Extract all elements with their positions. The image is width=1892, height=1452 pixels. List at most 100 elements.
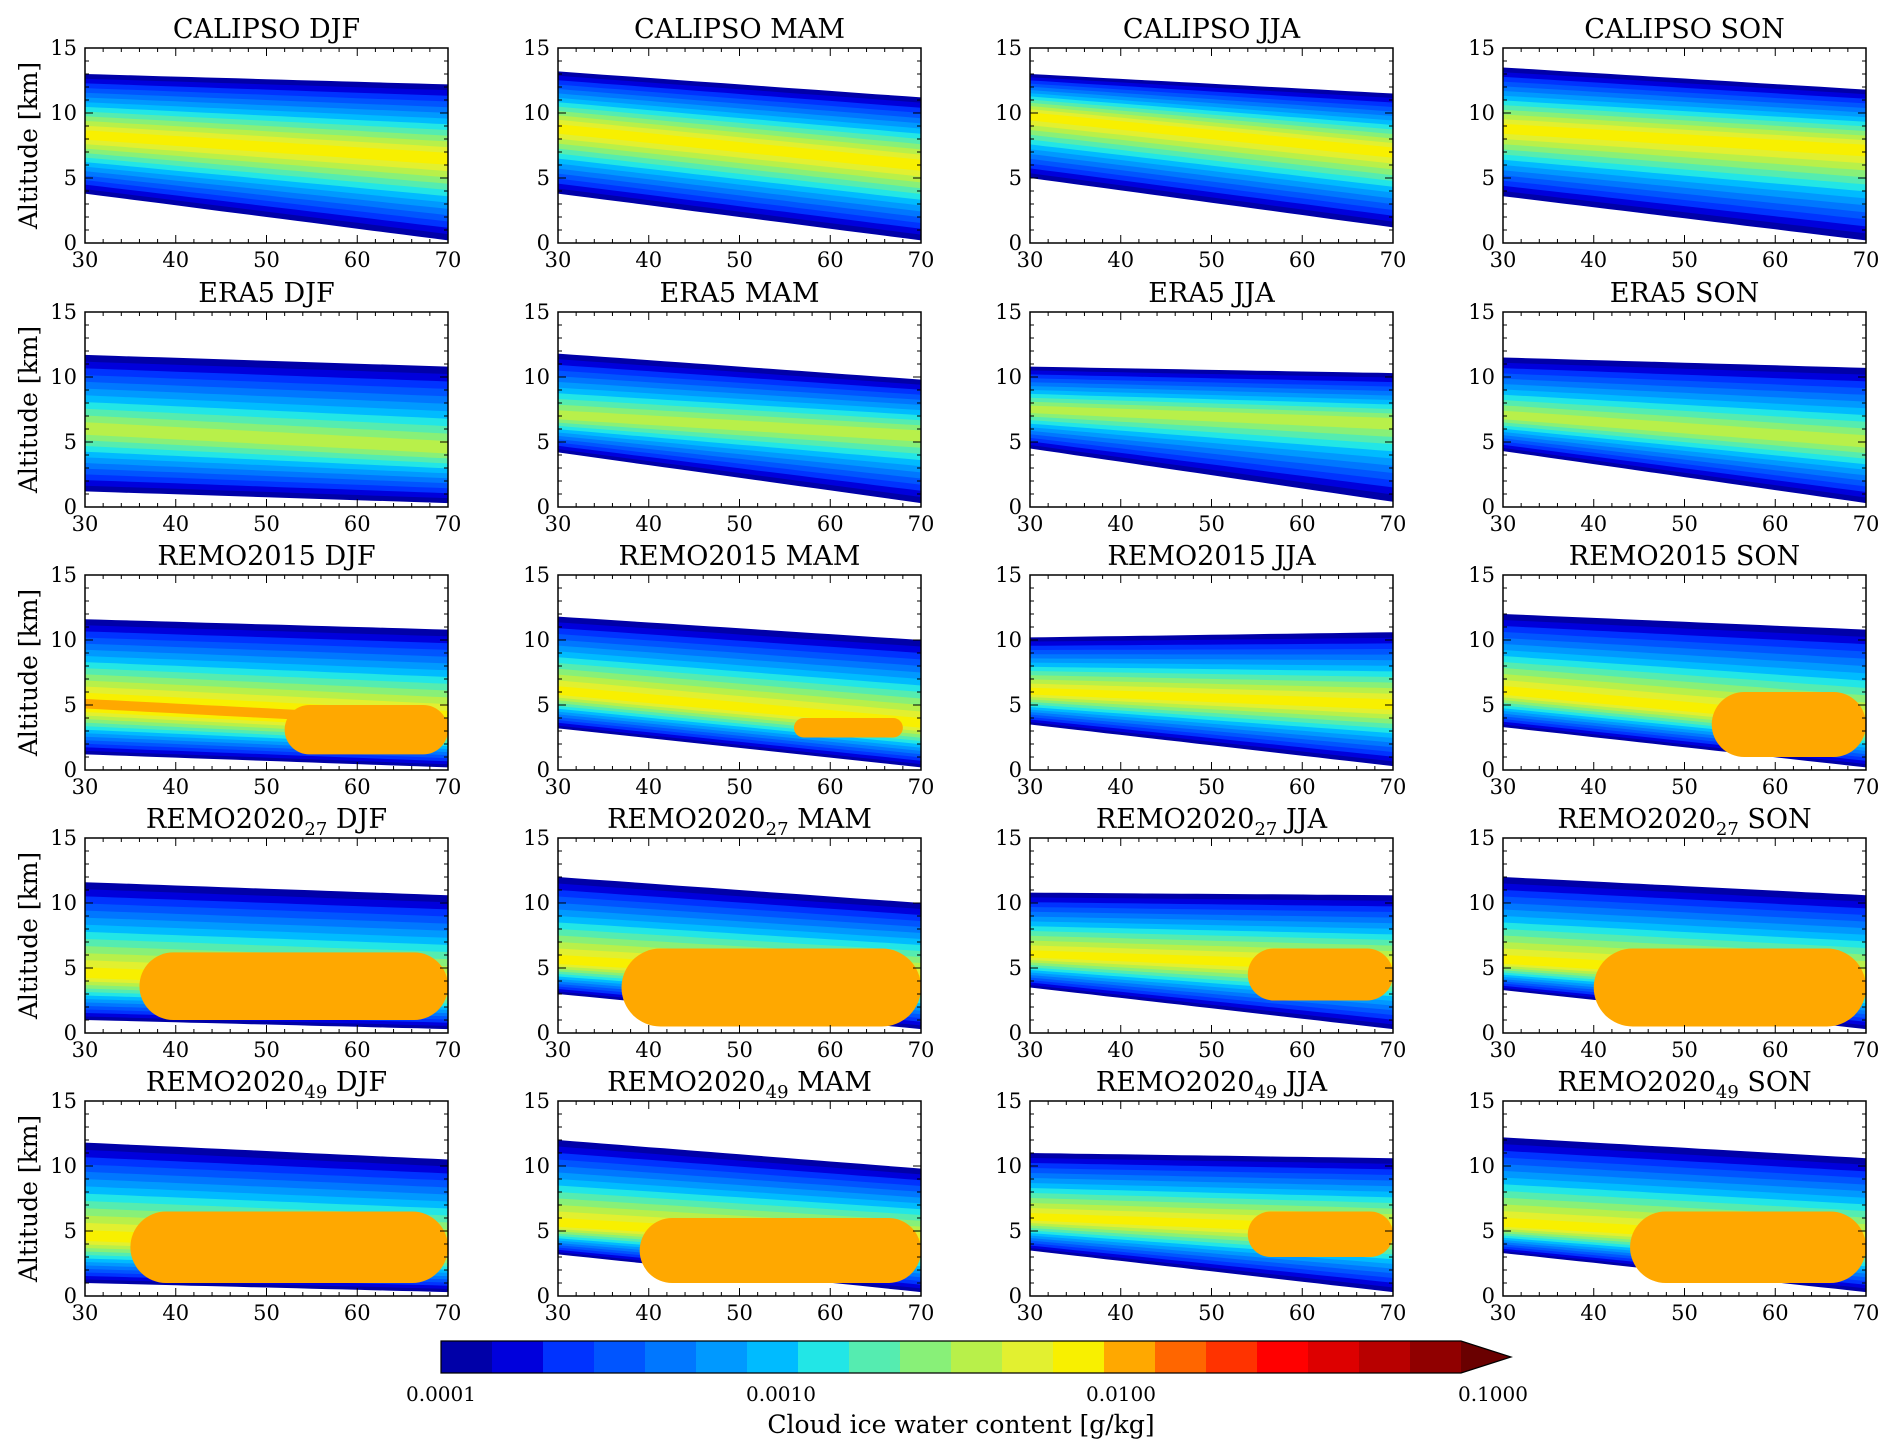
y-tick-label: 15 bbox=[995, 36, 1022, 60]
y-tick-label: 10 bbox=[50, 891, 77, 915]
colorbar-segment bbox=[900, 1341, 952, 1373]
y-tick-label: 15 bbox=[995, 1089, 1022, 1113]
colorbar-segment bbox=[696, 1341, 748, 1373]
panel-title: REMO202049 SON bbox=[1557, 1067, 1811, 1103]
contour-band bbox=[1503, 410, 1866, 448]
y-tick-label: 0 bbox=[64, 1284, 77, 1308]
x-tick-label: 60 bbox=[344, 248, 371, 272]
title-dataset: REMO2020 bbox=[607, 1067, 766, 1098]
x-tick-label: 60 bbox=[1762, 248, 1789, 272]
panel-title: REMO2015 DJF bbox=[157, 541, 375, 572]
ice-field bbox=[558, 877, 921, 1030]
colorbar-segment bbox=[645, 1341, 697, 1373]
y-tick-label: 0 bbox=[537, 758, 550, 782]
y-tick-label: 0 bbox=[537, 1284, 550, 1308]
y-tick-label: 10 bbox=[1468, 365, 1495, 389]
title-subscript: 27 bbox=[1716, 819, 1739, 840]
title-season: SON bbox=[1727, 541, 1800, 572]
panel-title: REMO202027 SON bbox=[1557, 804, 1811, 840]
panel-title: REMO202049 DJF bbox=[146, 1067, 387, 1103]
title-dataset: REMO2020 bbox=[1096, 804, 1255, 835]
colorbar-segment bbox=[1002, 1341, 1054, 1373]
title-dataset: CALIPSO bbox=[1584, 14, 1712, 45]
title-season: DJF bbox=[327, 804, 387, 835]
panel-title: REMO202027 MAM bbox=[607, 804, 872, 840]
title-dataset: CALIPSO bbox=[173, 14, 301, 45]
x-tick-label: 30 bbox=[1017, 1038, 1044, 1062]
title-season: MAM bbox=[789, 804, 872, 835]
x-tick-label: 40 bbox=[1580, 512, 1607, 536]
colorbar-outline bbox=[440, 1340, 1513, 1374]
contour-band bbox=[558, 124, 921, 171]
title-season: JJA bbox=[1266, 541, 1316, 572]
y-tick-label: 5 bbox=[1009, 956, 1022, 980]
panel: 30 40 50 60 70 0 5 10 15 CALIPSO SON bbox=[1468, 14, 1879, 272]
y-tick-label: 15 bbox=[995, 826, 1022, 850]
panel-title: REMO202049 JJA bbox=[1096, 1067, 1328, 1103]
x-tick-label: 30 bbox=[1490, 775, 1517, 799]
title-season: SON bbox=[1739, 1067, 1812, 1098]
x-tick-label: 40 bbox=[162, 512, 189, 536]
y-tick-label: 5 bbox=[1482, 1219, 1495, 1243]
panel: 30 40 50 60 70 0 5 10 15 REMO202027 JJA bbox=[995, 804, 1406, 1062]
ice-field bbox=[85, 882, 448, 1030]
x-tick-label: 50 bbox=[726, 1038, 753, 1062]
y-tick-label: 15 bbox=[1468, 36, 1495, 60]
title-dataset: REMO2015 bbox=[1107, 541, 1266, 572]
x-tick-label: 70 bbox=[1853, 775, 1880, 799]
title-dataset: REMO2020 bbox=[146, 804, 305, 835]
colorbar-segment bbox=[594, 1341, 646, 1373]
x-tick-label: 70 bbox=[1380, 512, 1407, 536]
y-tick-label: 10 bbox=[50, 365, 77, 389]
colorbar-segment bbox=[1104, 1341, 1156, 1373]
x-tick-label: 60 bbox=[817, 1301, 844, 1325]
x-tick-label: 70 bbox=[435, 248, 462, 272]
enhanced-ice-region bbox=[793, 718, 903, 738]
contour-band bbox=[558, 686, 921, 728]
panel: 30 40 50 60 70 0 5 10 15 ERA5 JJA bbox=[995, 278, 1406, 536]
y-tick-label: 15 bbox=[995, 300, 1022, 324]
x-tick-label: 40 bbox=[162, 775, 189, 799]
y-tick-label: 5 bbox=[64, 693, 77, 717]
enhanced-ice-region bbox=[1630, 1211, 1866, 1283]
enhanced-ice-region bbox=[1247, 1211, 1393, 1257]
ice-field bbox=[1030, 632, 1393, 767]
ice-field bbox=[558, 353, 921, 504]
x-tick-label: 30 bbox=[545, 248, 572, 272]
y-tick-label: 0 bbox=[1482, 231, 1495, 255]
x-tick-label: 50 bbox=[1198, 1038, 1225, 1062]
colorbar-segment bbox=[798, 1341, 850, 1373]
x-tick-label: 40 bbox=[1107, 512, 1134, 536]
x-tick-label: 50 bbox=[1671, 775, 1698, 799]
x-tick-label: 70 bbox=[1853, 512, 1880, 536]
y-tick-label: 5 bbox=[1482, 166, 1495, 190]
x-tick-label: 50 bbox=[726, 512, 753, 536]
y-tick-label: 15 bbox=[523, 1089, 550, 1113]
x-tick-label: 40 bbox=[1580, 248, 1607, 272]
title-dataset: REMO2015 bbox=[1569, 541, 1728, 572]
title-dataset: REMO2020 bbox=[1096, 1067, 1255, 1098]
enhanced-ice-region bbox=[639, 1218, 921, 1283]
y-tick-label: 10 bbox=[1468, 1154, 1495, 1178]
y-tick-label: 0 bbox=[64, 1021, 77, 1045]
y-tick-label: 10 bbox=[523, 1154, 550, 1178]
x-tick-label: 70 bbox=[908, 248, 935, 272]
x-tick-label: 40 bbox=[1580, 775, 1607, 799]
panel-title: ERA5 MAM bbox=[659, 278, 819, 309]
x-tick-label: 70 bbox=[1380, 248, 1407, 272]
x-tick-label: 70 bbox=[435, 512, 462, 536]
x-tick-label: 60 bbox=[344, 512, 371, 536]
x-tick-label: 70 bbox=[1380, 775, 1407, 799]
title-subscript: 27 bbox=[766, 819, 789, 840]
panel-title: CALIPSO JJA bbox=[1123, 14, 1301, 45]
y-tick-label: 15 bbox=[995, 563, 1022, 587]
panel: 30 40 50 60 70 0 5 10 15 Altitude [km] ERA5 DJF bbox=[14, 278, 461, 536]
title-subscript: 49 bbox=[304, 1082, 327, 1103]
y-tick-label: 0 bbox=[64, 758, 77, 782]
y-tick-label: 10 bbox=[50, 628, 77, 652]
ice-field bbox=[85, 354, 448, 504]
x-tick-label: 60 bbox=[344, 1038, 371, 1062]
panel-title: REMO202027 JJA bbox=[1096, 804, 1328, 840]
